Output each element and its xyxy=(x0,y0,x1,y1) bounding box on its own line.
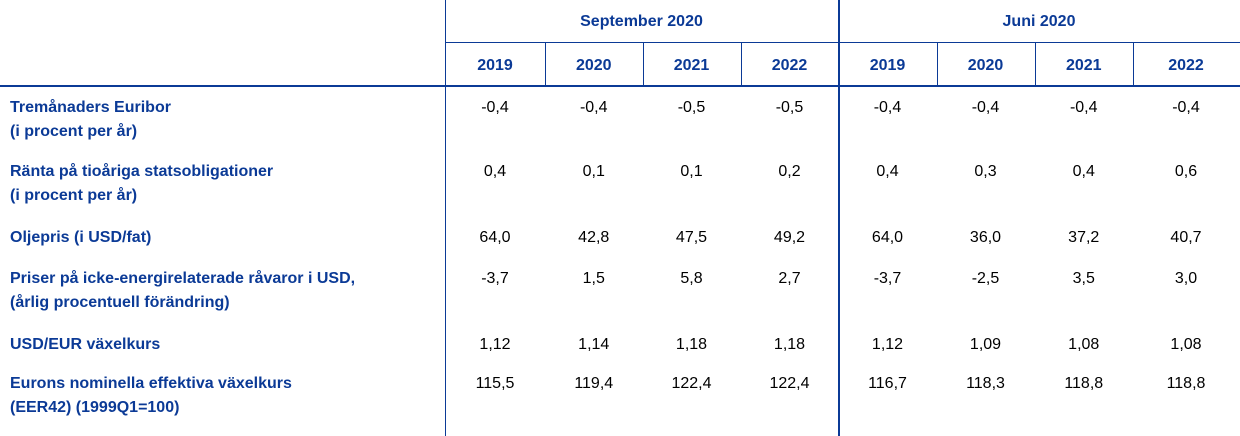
header-line xyxy=(445,42,1240,43)
year: 2022 xyxy=(1168,57,1204,74)
cell-value: -0,5 xyxy=(677,99,706,116)
cell-value: -0,5 xyxy=(775,99,804,116)
group-divider xyxy=(838,0,840,436)
cell-value: 2,7 xyxy=(778,270,801,287)
row-label: (årlig procentuell förändring) xyxy=(10,294,230,311)
cell-value: 64,0 xyxy=(479,229,511,246)
year: 2020 xyxy=(967,57,1004,74)
cell-value: -2,5 xyxy=(971,270,1000,287)
column-divider xyxy=(545,42,546,85)
header-bottom xyxy=(0,85,1240,87)
year: 2019 xyxy=(869,57,906,74)
cell-value: -3,7 xyxy=(873,270,902,287)
cell-value: 0,3 xyxy=(974,163,997,180)
cell-value: 1,18 xyxy=(773,336,806,353)
year: 2021 xyxy=(673,57,710,74)
row-label: Oljepris (i USD/fat) xyxy=(10,229,152,246)
group-title: Juni 2020 xyxy=(1002,13,1076,30)
cell-value: 47,5 xyxy=(675,229,708,246)
cell-value: -0,4 xyxy=(1069,99,1098,116)
row-label: Tremånaders Euribor xyxy=(10,99,171,116)
row-label: (i procent per år) xyxy=(10,123,138,140)
cell-value: 49,2 xyxy=(773,229,806,246)
cell-value: 1,12 xyxy=(871,336,904,353)
cell-value: -0,4 xyxy=(579,99,608,116)
cell-value: 36,0 xyxy=(969,229,1002,246)
cell-value: 1,08 xyxy=(1170,336,1202,353)
cell-value: -0,4 xyxy=(481,99,509,116)
column-divider xyxy=(936,42,938,85)
cell-value: 0,4 xyxy=(876,163,899,180)
cell-value: 115,5 xyxy=(475,375,515,392)
row-label: USD/EUR växelkurs xyxy=(10,336,161,353)
cell-value: 122,4 xyxy=(769,375,810,392)
cell-value: 1,08 xyxy=(1068,336,1100,353)
cell-value: 64,0 xyxy=(871,229,904,246)
column-divider xyxy=(642,42,644,85)
cell-value: 0,1 xyxy=(582,163,605,180)
cell-value: 3,5 xyxy=(1072,270,1095,287)
row-label: Ränta på tioåriga statsobligationer xyxy=(10,163,274,180)
year: 2019 xyxy=(477,57,513,74)
cell-value: 1,09 xyxy=(969,336,1002,353)
cell-value: 0,6 xyxy=(1174,163,1198,180)
cell-value: 116,7 xyxy=(868,375,907,392)
year: 2020 xyxy=(575,57,612,74)
cell-value: 1,18 xyxy=(675,336,708,353)
column-divider xyxy=(1133,42,1134,85)
cell-value: -0,4 xyxy=(971,99,1000,116)
cell-value: 5,8 xyxy=(680,270,703,287)
cell-value: -3,7 xyxy=(481,270,509,287)
row-label: Eurons nominella effektiva växelkurs xyxy=(10,375,292,392)
column-divider xyxy=(1034,42,1036,85)
cell-value: -0,4 xyxy=(1172,99,1200,116)
cell-value: 0,1 xyxy=(680,163,703,180)
cell-value: 0,4 xyxy=(1072,163,1095,180)
cell-value: 119,4 xyxy=(574,375,614,392)
cell-value: 1,14 xyxy=(578,336,610,353)
row-label: (EER42) (1999Q1=100) xyxy=(10,399,180,416)
cell-value: 122,4 xyxy=(671,375,712,392)
cell-value: 40,7 xyxy=(1170,229,1202,246)
border xyxy=(445,0,446,436)
cell-value: -0,4 xyxy=(873,99,902,116)
cell-value: 118,8 xyxy=(1064,375,1104,392)
cell-value: 118,8 xyxy=(1166,375,1206,392)
row-label: Priser på icke-energirelaterade råvaror … xyxy=(10,270,356,287)
cell-value: 37,2 xyxy=(1068,229,1100,246)
year: 2022 xyxy=(771,57,808,74)
cell-value: 0,4 xyxy=(483,163,507,180)
cell-value: 1,5 xyxy=(582,270,605,287)
row-label: (i procent per år) xyxy=(10,187,138,204)
cell-value: 118,3 xyxy=(966,375,1005,392)
column-divider xyxy=(740,42,742,85)
cell-value: 42,8 xyxy=(578,229,610,246)
group-title: September 2020 xyxy=(580,13,703,30)
cell-value: 0,2 xyxy=(778,163,801,180)
cell-value: 1,12 xyxy=(479,336,511,353)
cell-value: 3,0 xyxy=(1174,270,1198,287)
year: 2021 xyxy=(1065,57,1102,74)
